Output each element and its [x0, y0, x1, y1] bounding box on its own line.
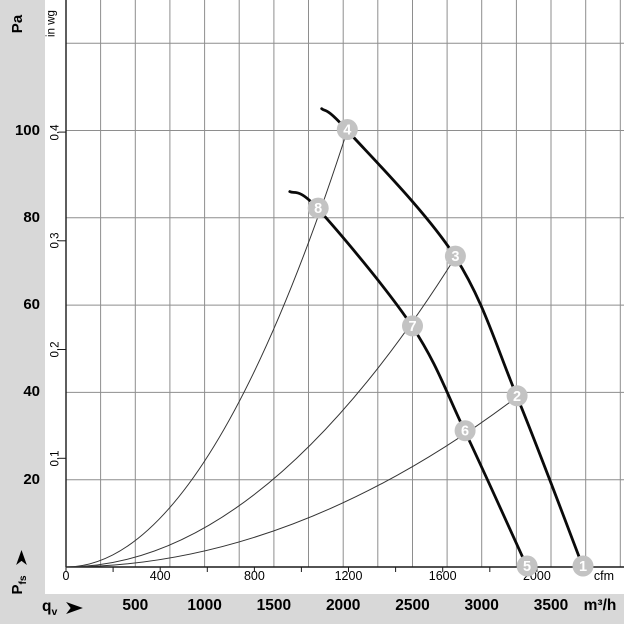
cfm-tick-label: 1600	[428, 569, 457, 583]
m3h-tick-label: 500	[122, 597, 149, 614]
flow-symbol-main: q	[42, 598, 52, 615]
cfm-tick-label: 0	[62, 569, 70, 583]
flow-axis-arrow-icon	[66, 602, 83, 614]
pa-tick-label: 80	[23, 208, 40, 226]
flow-symbol-sub: v	[51, 606, 58, 619]
cfm-tick-label: 2000	[522, 569, 551, 583]
inwg-axis-title: in wg	[45, 10, 58, 37]
inwg-tick-label: 0.1	[49, 450, 62, 467]
m3h-tick-label: 1000	[187, 597, 222, 614]
pressure-symbol-label: Pfs	[9, 566, 29, 604]
cfm-tick-label: 1200	[334, 569, 363, 583]
pressure-axis-title: Pa	[9, 14, 26, 34]
pa-tick-label: 20	[23, 470, 40, 488]
m3h-tick-label: 2500	[395, 597, 430, 614]
m3h-tick-label: 3500	[533, 597, 569, 614]
m3h-tick-label: 2000	[325, 597, 361, 614]
m3h-unit-label: m³/h	[583, 597, 617, 614]
pressure-axis-arrow-icon	[16, 550, 27, 565]
cfm-tick-label: 400	[149, 569, 171, 583]
pressure-symbol-sub: fs	[18, 575, 29, 585]
inwg-tick-label: 0.2	[49, 341, 62, 358]
m3h-tick-label: 3000	[464, 597, 499, 614]
pa-tick-label: 40	[23, 383, 40, 401]
cfm-tick-label: 800	[243, 569, 265, 583]
plot-area	[45, 0, 624, 594]
pa-tick-label: 60	[23, 296, 40, 314]
inwg-tick-label: 0.4	[49, 124, 62, 141]
cfm-unit-label: cfm	[593, 569, 615, 583]
inwg-tick-label: 0.3	[49, 232, 62, 249]
m3h-tick-label: 1500	[256, 597, 292, 614]
pressure-symbol-main: P	[9, 584, 26, 595]
flow-symbol-label: qv	[42, 599, 57, 618]
pa-tick-label: 100	[14, 121, 40, 139]
